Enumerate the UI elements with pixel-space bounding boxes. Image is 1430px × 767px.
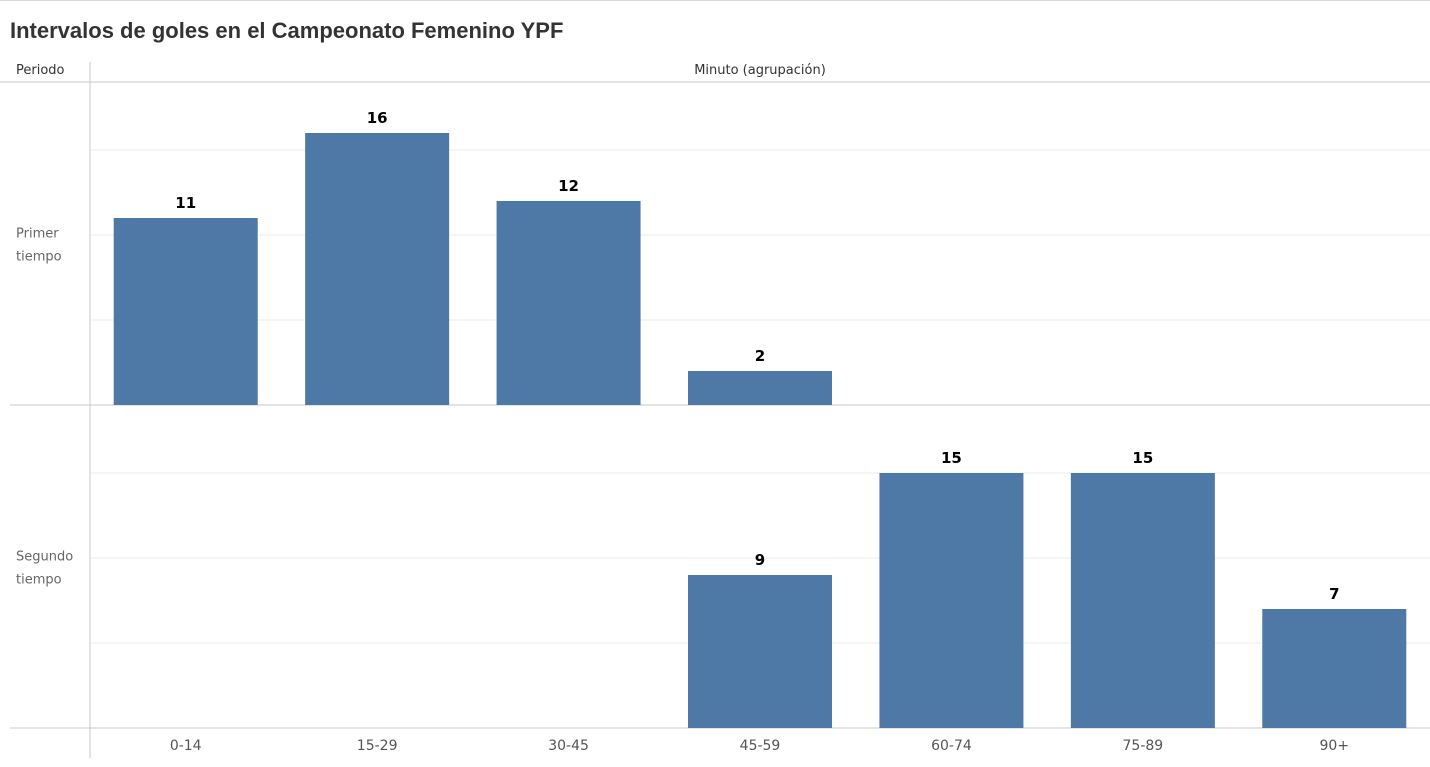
chart-title: Intervalos de goles en el Campeonato Fem… [10,18,564,43]
x-tick-label: 75-89 [1123,738,1164,754]
bar [113,218,258,405]
bar [688,371,832,405]
data-label: 7 [1329,585,1339,603]
row-label: Primer tiempo [16,227,62,265]
bar [879,473,1024,728]
x-tick-label: 15-29 [357,738,398,754]
bar [305,133,450,405]
x-tick-label: 30-45 [548,738,589,754]
row-header: Periodo [16,63,65,78]
top-border [0,0,1430,1]
x-tick-label: 90+ [1320,738,1350,754]
data-label: 15 [941,449,962,467]
data-label: 15 [1132,449,1153,467]
x-tick-label: 45-59 [740,738,781,754]
bar [496,201,641,405]
data-label: 16 [367,109,388,127]
x-tick-label: 60-74 [931,738,972,754]
bar [1262,609,1407,728]
row-label: Segundo tiempo [16,550,73,588]
data-label: 2 [755,347,765,365]
data-label: 12 [558,177,579,195]
data-label: 9 [755,551,765,569]
data-label: 11 [175,194,196,212]
bar [688,575,832,728]
column-header: Minuto (agrupación) [694,63,826,78]
bar [1070,473,1215,728]
x-tick-label: 0-14 [170,738,202,754]
